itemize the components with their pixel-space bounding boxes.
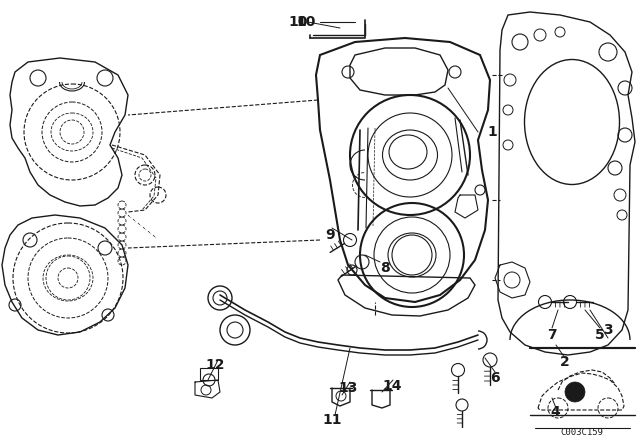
Text: 6: 6 xyxy=(490,371,500,385)
Text: 8: 8 xyxy=(380,261,390,275)
Text: 4: 4 xyxy=(550,405,560,419)
Text: 3: 3 xyxy=(603,323,613,337)
Text: 1: 1 xyxy=(487,125,497,139)
Text: 10: 10 xyxy=(288,15,308,29)
Text: C003C159: C003C159 xyxy=(561,428,604,437)
Text: 2: 2 xyxy=(560,355,570,369)
Text: 14: 14 xyxy=(382,379,402,393)
Bar xyxy=(200,368,218,380)
Text: 5: 5 xyxy=(595,328,605,342)
Text: 7: 7 xyxy=(547,328,557,342)
Text: 9: 9 xyxy=(325,228,335,242)
Text: 12: 12 xyxy=(205,358,225,372)
Text: 13: 13 xyxy=(339,381,358,395)
Text: 11: 11 xyxy=(323,413,342,427)
Circle shape xyxy=(565,382,585,402)
Text: 10: 10 xyxy=(296,15,316,29)
